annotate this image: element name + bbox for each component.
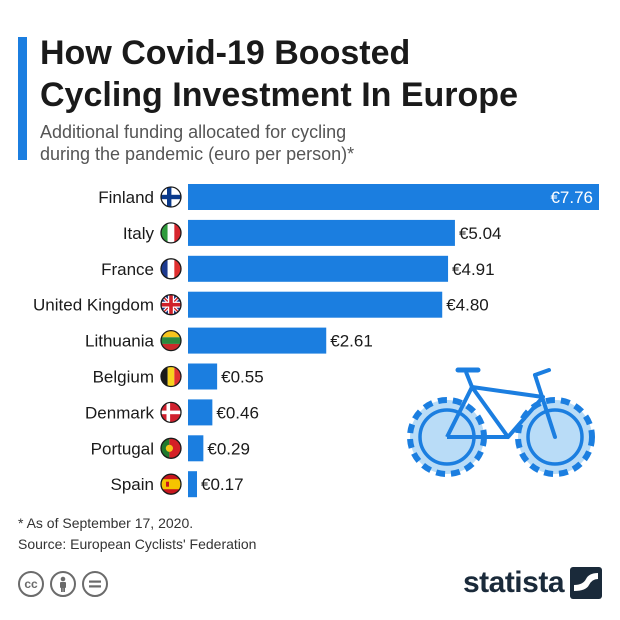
flag-outline — [160, 329, 182, 352]
value-label: €7.76 — [550, 188, 593, 207]
finland-flag-icon — [161, 187, 181, 207]
france-flag-icon — [161, 258, 181, 279]
attribution-icon[interactable] — [50, 571, 76, 597]
bar — [188, 291, 443, 318]
bar-chart: Finland €7.76 Italy €5.04 France €4.91 United … — [33, 184, 599, 498]
value-label: €0.46 — [216, 403, 259, 422]
flag-outline — [160, 437, 182, 459]
statista-brand[interactable]: statista — [463, 566, 602, 600]
bar — [188, 219, 455, 246]
license-icons: cc — [18, 571, 108, 601]
subtitle-line-1: Additional funding allocated for cycling — [40, 122, 347, 142]
value-label: €0.55 — [221, 368, 264, 387]
value-label: €5.04 — [459, 224, 502, 243]
bicycle-icon — [407, 367, 595, 477]
title-line-2: Cycling Investment In Europe — [40, 76, 518, 114]
flag-outline — [160, 294, 182, 316]
chart-title: How Covid-19 Boosted Cycling Investment … — [40, 32, 600, 116]
flag-outline — [160, 258, 182, 280]
italy-flag-icon — [161, 222, 181, 243]
portugal-flag-icon — [161, 438, 181, 459]
bar — [188, 255, 449, 282]
flag-outline — [160, 365, 182, 388]
belgium-flag-icon — [161, 366, 181, 387]
no-derivatives-icon[interactable] — [82, 571, 108, 597]
cc-icon[interactable]: cc — [18, 571, 44, 597]
statista-logo-text: statista — [462, 566, 565, 599]
subtitle-line-2: during the pandemic (euro per person)* — [40, 144, 355, 164]
spain-flag-icon — [161, 474, 181, 495]
footnote-note: * As of September 17, 2020. — [18, 515, 194, 531]
value-label: €4.91 — [452, 260, 495, 279]
value-label: €0.29 — [207, 439, 250, 458]
category-label: Portugal — [91, 439, 154, 458]
category-label: Belgium — [93, 368, 154, 387]
statista-logo-icon — [570, 567, 602, 599]
source-text: Source: European Cyclists' Federation — [18, 536, 257, 552]
category-label: France — [101, 260, 154, 279]
bar — [188, 184, 599, 210]
bar — [188, 399, 213, 426]
lithuania-flag-icon — [161, 330, 181, 351]
category-label: United Kingdom — [33, 296, 154, 315]
flag-outline — [160, 401, 182, 424]
bar — [188, 327, 327, 354]
flag-outline — [160, 222, 182, 244]
category-label: Spain — [111, 475, 154, 494]
flag-outline — [160, 186, 182, 208]
category-label: Denmark — [85, 403, 154, 422]
category-label: Lithuania — [85, 332, 155, 351]
title-line-1: How Covid-19 Boosted — [40, 34, 411, 72]
bar — [188, 435, 204, 462]
value-label: €0.17 — [201, 475, 244, 494]
chart-subtitle: Additional funding allocated for cycling… — [40, 121, 600, 165]
value-label: €4.80 — [446, 296, 489, 315]
denmark-flag-icon — [161, 402, 181, 423]
bar — [188, 471, 198, 498]
category-label: Finland — [98, 188, 154, 207]
flag-outline — [160, 473, 182, 495]
footnote: * As of September 17, 2020. Source: Euro… — [18, 513, 256, 555]
accent-bar — [18, 37, 27, 160]
value-label: €2.61 — [330, 332, 373, 351]
bar — [188, 363, 218, 390]
category-label: Italy — [123, 224, 155, 243]
